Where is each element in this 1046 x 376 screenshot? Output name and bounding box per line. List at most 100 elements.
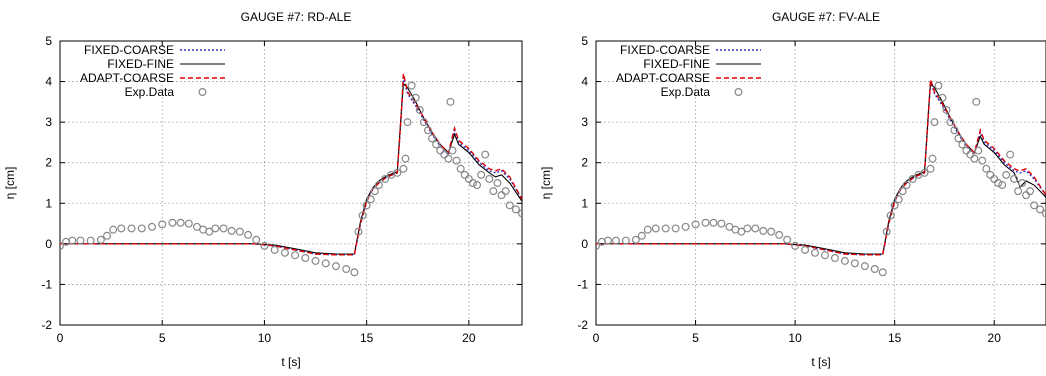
- data-point: [691, 220, 700, 229]
- data-point: [448, 146, 457, 155]
- data-point: [962, 146, 971, 155]
- y-axis-label: η [cm]: [3, 167, 17, 200]
- data-point: [743, 224, 752, 233]
- legend-entry-label: Exp.Data: [125, 85, 175, 99]
- data-point: [481, 150, 490, 159]
- y-tick-label: 2: [45, 156, 52, 170]
- data-point: [994, 179, 1003, 188]
- data-point: [898, 187, 907, 196]
- data-point: [374, 181, 383, 190]
- data-point: [117, 224, 126, 233]
- data-point: [227, 226, 236, 235]
- data-point: [974, 146, 983, 155]
- data-point: [219, 224, 228, 233]
- plot-frame: [59, 40, 523, 326]
- data-point: [643, 225, 652, 234]
- data-point: [423, 126, 432, 135]
- y-tick-label: -2: [41, 318, 52, 332]
- data-point: [460, 170, 469, 179]
- chart-title: GAUGE #7: FV-ALE: [772, 10, 880, 24]
- data-point: [928, 154, 937, 163]
- x-tick-label: 0: [593, 331, 600, 345]
- data-point: [1030, 201, 1039, 210]
- data-point: [497, 191, 506, 200]
- data-point: [870, 265, 879, 274]
- data-point: [86, 236, 95, 245]
- data-point: [783, 235, 792, 244]
- data-point: [882, 227, 891, 236]
- series-line-fixed-fine: [60, 82, 522, 255]
- data-point: [436, 146, 445, 155]
- data-point: [982, 164, 991, 173]
- data-point: [751, 224, 760, 233]
- data-point: [1026, 187, 1035, 196]
- data-point: [801, 245, 810, 254]
- data-point: [603, 236, 612, 245]
- data-point: [878, 268, 887, 277]
- data-point: [518, 209, 522, 218]
- data-point: [354, 227, 363, 236]
- data-point: [147, 222, 156, 231]
- data-point: [291, 251, 300, 260]
- legend-marker: [198, 87, 207, 96]
- y-tick-label: -1: [577, 277, 588, 291]
- legend-marker: [734, 87, 743, 96]
- y-tick-label: 3: [581, 115, 588, 129]
- data-point: [158, 220, 167, 229]
- data-point: [489, 187, 498, 196]
- series-layer: [596, 79, 1046, 277]
- data-point: [444, 154, 453, 163]
- data-point: [1010, 174, 1019, 183]
- y-tick-label: -2: [577, 318, 588, 332]
- data-point: [926, 164, 935, 173]
- data-point: [103, 231, 112, 240]
- data-point: [820, 251, 829, 260]
- x-tick-label: 15: [888, 331, 902, 345]
- data-point: [60, 241, 64, 250]
- legend-entry-label: Exp.Data: [661, 85, 711, 99]
- data-point: [681, 222, 690, 231]
- data-point: [473, 181, 482, 190]
- data-point: [68, 236, 77, 245]
- legend-entry-label: FIXED-FINE: [643, 57, 710, 71]
- data-point: [477, 170, 486, 179]
- data-point: [342, 265, 351, 274]
- series-layer: [60, 73, 522, 277]
- data-point: [1014, 187, 1023, 196]
- data-point: [651, 224, 660, 233]
- y-tick-label: 0: [581, 237, 588, 251]
- y-tick-label: 0: [45, 237, 52, 251]
- data-point: [432, 140, 441, 149]
- data-point: [930, 118, 939, 127]
- x-tick-label: 10: [258, 331, 272, 345]
- data-point: [938, 93, 947, 102]
- data-point: [381, 174, 390, 183]
- data-point: [886, 211, 895, 220]
- y-tick-label: 3: [45, 115, 52, 129]
- legend-entry-label: ADAPT-COARSE: [80, 71, 174, 85]
- data-point: [440, 150, 449, 159]
- data-point: [840, 256, 849, 265]
- x-tick-label: 5: [159, 331, 166, 345]
- data-point: [468, 179, 477, 188]
- data-point: [321, 259, 330, 268]
- data-point: [501, 187, 510, 196]
- data-point: [235, 227, 244, 236]
- data-point: [485, 174, 494, 183]
- data-point: [860, 262, 869, 271]
- data-point: [970, 154, 979, 163]
- data-point: [597, 237, 606, 246]
- data-point: [270, 245, 279, 254]
- data-point: [176, 218, 185, 227]
- data-point: [934, 81, 943, 90]
- data-point: [946, 118, 955, 127]
- data-point: [1022, 191, 1031, 200]
- data-point: [894, 195, 903, 204]
- data-point: [850, 259, 859, 268]
- legend-entry-label: ADAPT-COARSE: [616, 71, 710, 85]
- data-point: [1036, 205, 1045, 214]
- chart-panel-2: 0 5 10 15 20 -2 -1 0 1 2 3 4 5 GAUGE #7: FV-ALE t [s] η…: [539, 10, 1046, 369]
- data-point: [986, 170, 995, 179]
